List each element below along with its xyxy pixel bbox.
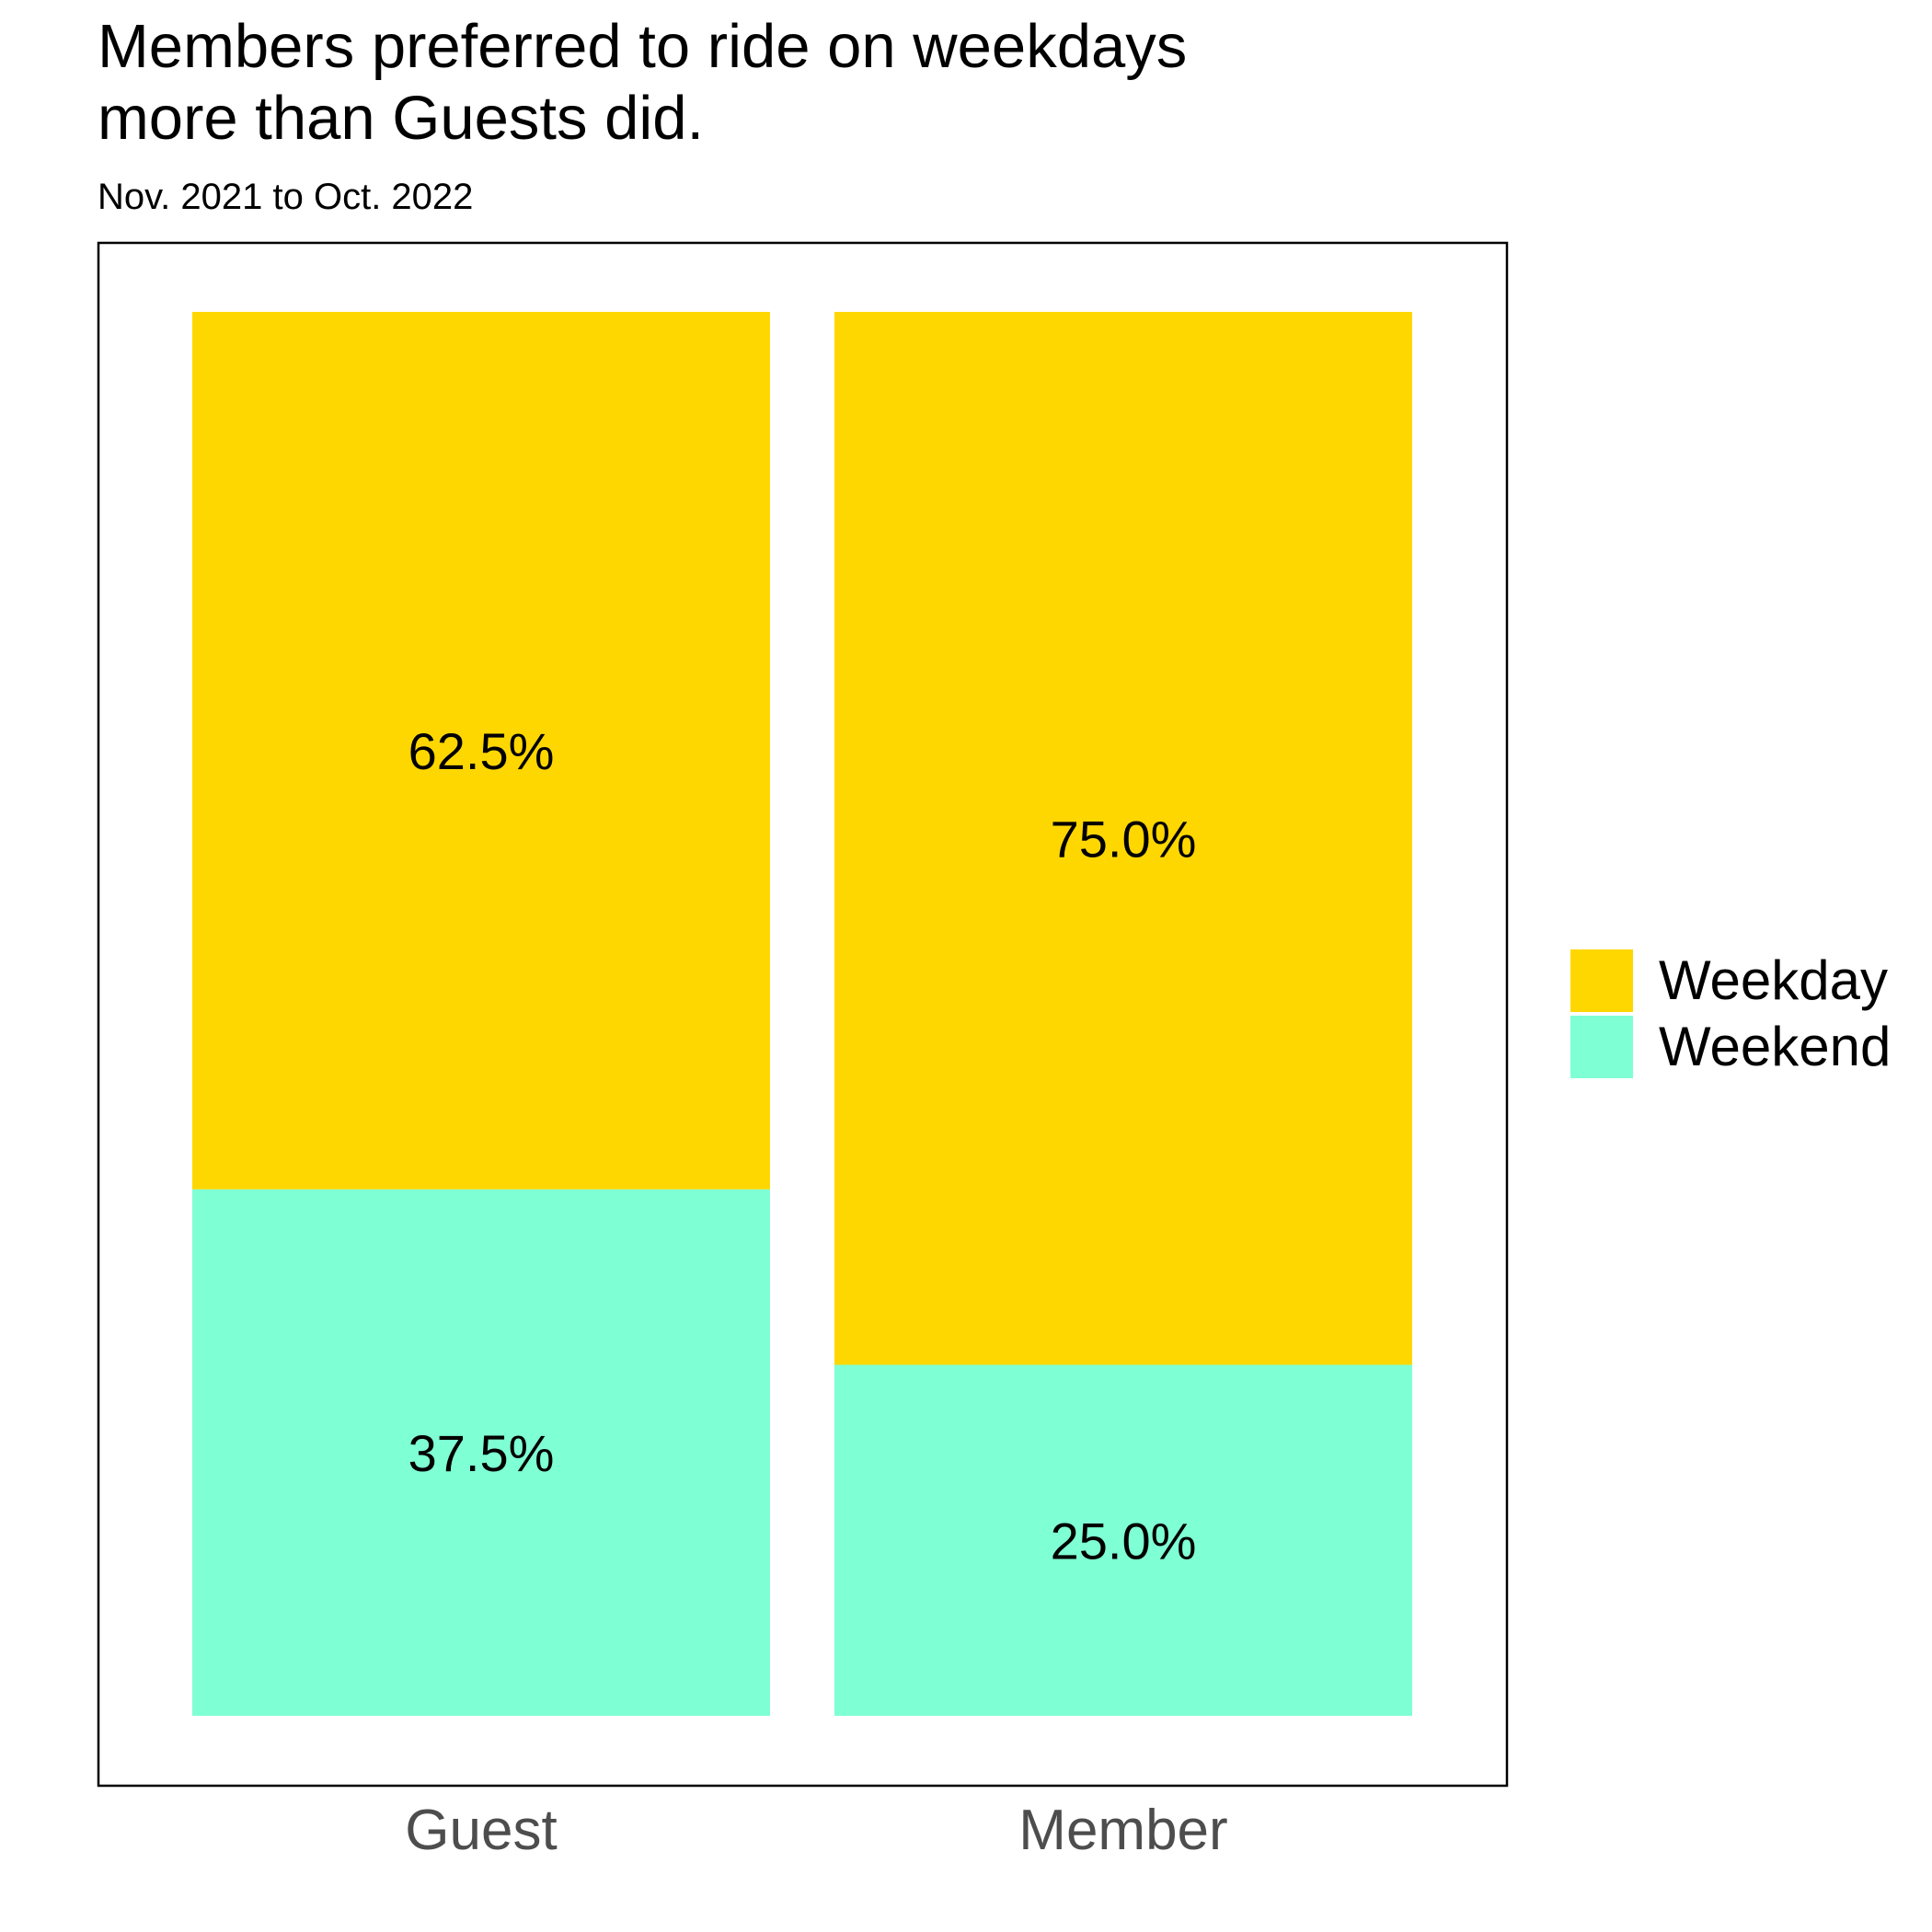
legend-label-weekend: Weekend	[1659, 1016, 1892, 1077]
legend-swatch-weekday	[1570, 949, 1633, 1012]
legend-item-weekday: Weekday	[1570, 948, 1891, 1014]
chart-title: Members preferred to ride on weekdays mo…	[98, 12, 1188, 153]
x-tick-label-member: Member	[1018, 1799, 1227, 1862]
bar-label-member-weekend: 25.0%	[1051, 1512, 1197, 1570]
bar-guest-weekday	[192, 312, 770, 1190]
bar-label-guest-weekend: 37.5%	[408, 1424, 555, 1482]
legend-swatch-weekend	[1570, 1016, 1633, 1078]
x-tick-label-guest: Guest	[405, 1799, 557, 1862]
bar-label-member-weekday: 75.0%	[1051, 810, 1197, 868]
bar-label-guest-weekday: 62.5%	[408, 722, 555, 780]
x-axis-ticks: Guest Member	[405, 1799, 1227, 1862]
legend-item-weekend: Weekend	[1570, 1014, 1891, 1080]
bar-member-weekend	[834, 1364, 1412, 1716]
bars-layer	[192, 312, 1412, 1716]
legend-label-weekday: Weekday	[1659, 949, 1889, 1011]
bar-member-weekday	[834, 312, 1412, 1365]
legend: Weekday Weekend	[1570, 948, 1891, 1080]
bar-guest-weekend	[192, 1189, 770, 1716]
bar-labels-layer: 37.5% 62.5% 25.0% 75.0%	[408, 722, 1197, 1570]
plot-panel-border	[97, 241, 1509, 1788]
chart-subtitle: Nov. 2021 to Oct. 2022	[98, 177, 474, 217]
